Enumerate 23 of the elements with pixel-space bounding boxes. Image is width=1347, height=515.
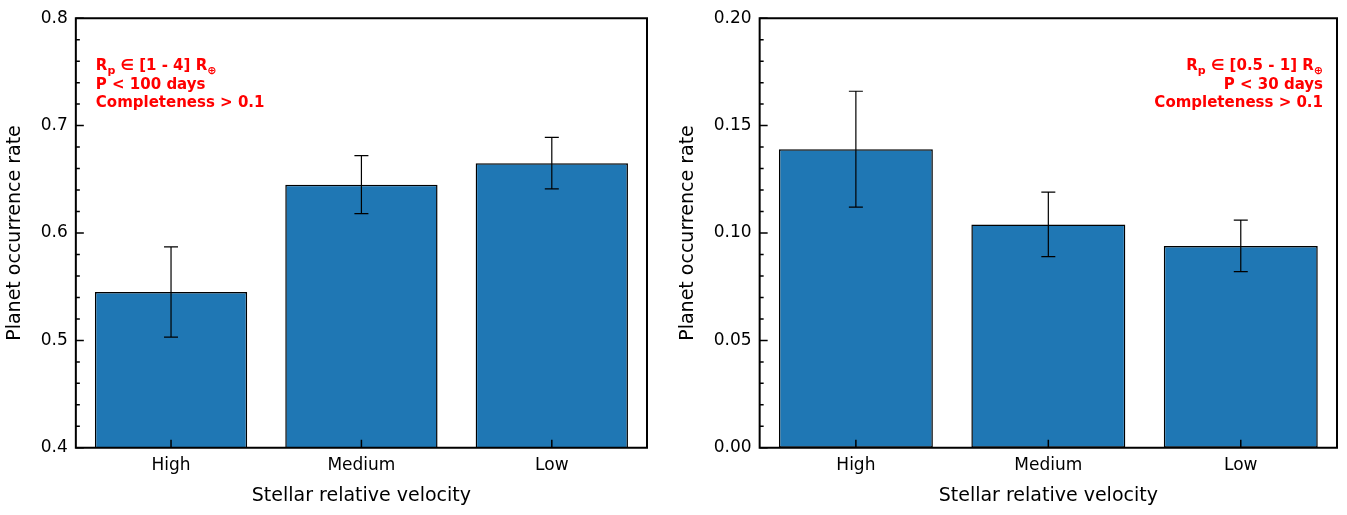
x-tick-label: High <box>151 454 191 475</box>
x-axis-title: Stellar relative velocity <box>251 482 472 505</box>
y-tick-label: 0.6 <box>40 221 68 242</box>
y-tick-label: 0.4 <box>40 436 68 457</box>
y-tick-label: 0.8 <box>40 6 68 27</box>
y-tick-label: 0.00 <box>713 436 752 457</box>
annotation: P < 30 days <box>1223 74 1324 93</box>
y-axis-title: Planet occurrence rate <box>675 125 698 341</box>
y-tick-label: 0.20 <box>713 6 752 27</box>
x-tick-label: Medium <box>1014 454 1083 475</box>
annotation: Completeness > 0.1 <box>1154 93 1324 112</box>
y-tick-label: 0.05 <box>713 328 752 349</box>
y-tick-label: 0.10 <box>713 221 752 242</box>
x-axis-title: Stellar relative velocity <box>938 482 1158 505</box>
x-tick-label: High <box>836 454 876 475</box>
x-tick-label: Low <box>535 454 569 475</box>
annotation: Completeness > 0.1 <box>95 93 265 112</box>
y-tick-label: 0.5 <box>40 328 68 349</box>
x-tick-label: Medium <box>327 454 396 475</box>
x-tick-label: Low <box>1224 454 1258 475</box>
y-tick-label: 0.15 <box>713 114 752 135</box>
y-tick-label: 0.7 <box>40 114 68 135</box>
y-axis-title: Planet occurrence rate <box>2 125 25 341</box>
